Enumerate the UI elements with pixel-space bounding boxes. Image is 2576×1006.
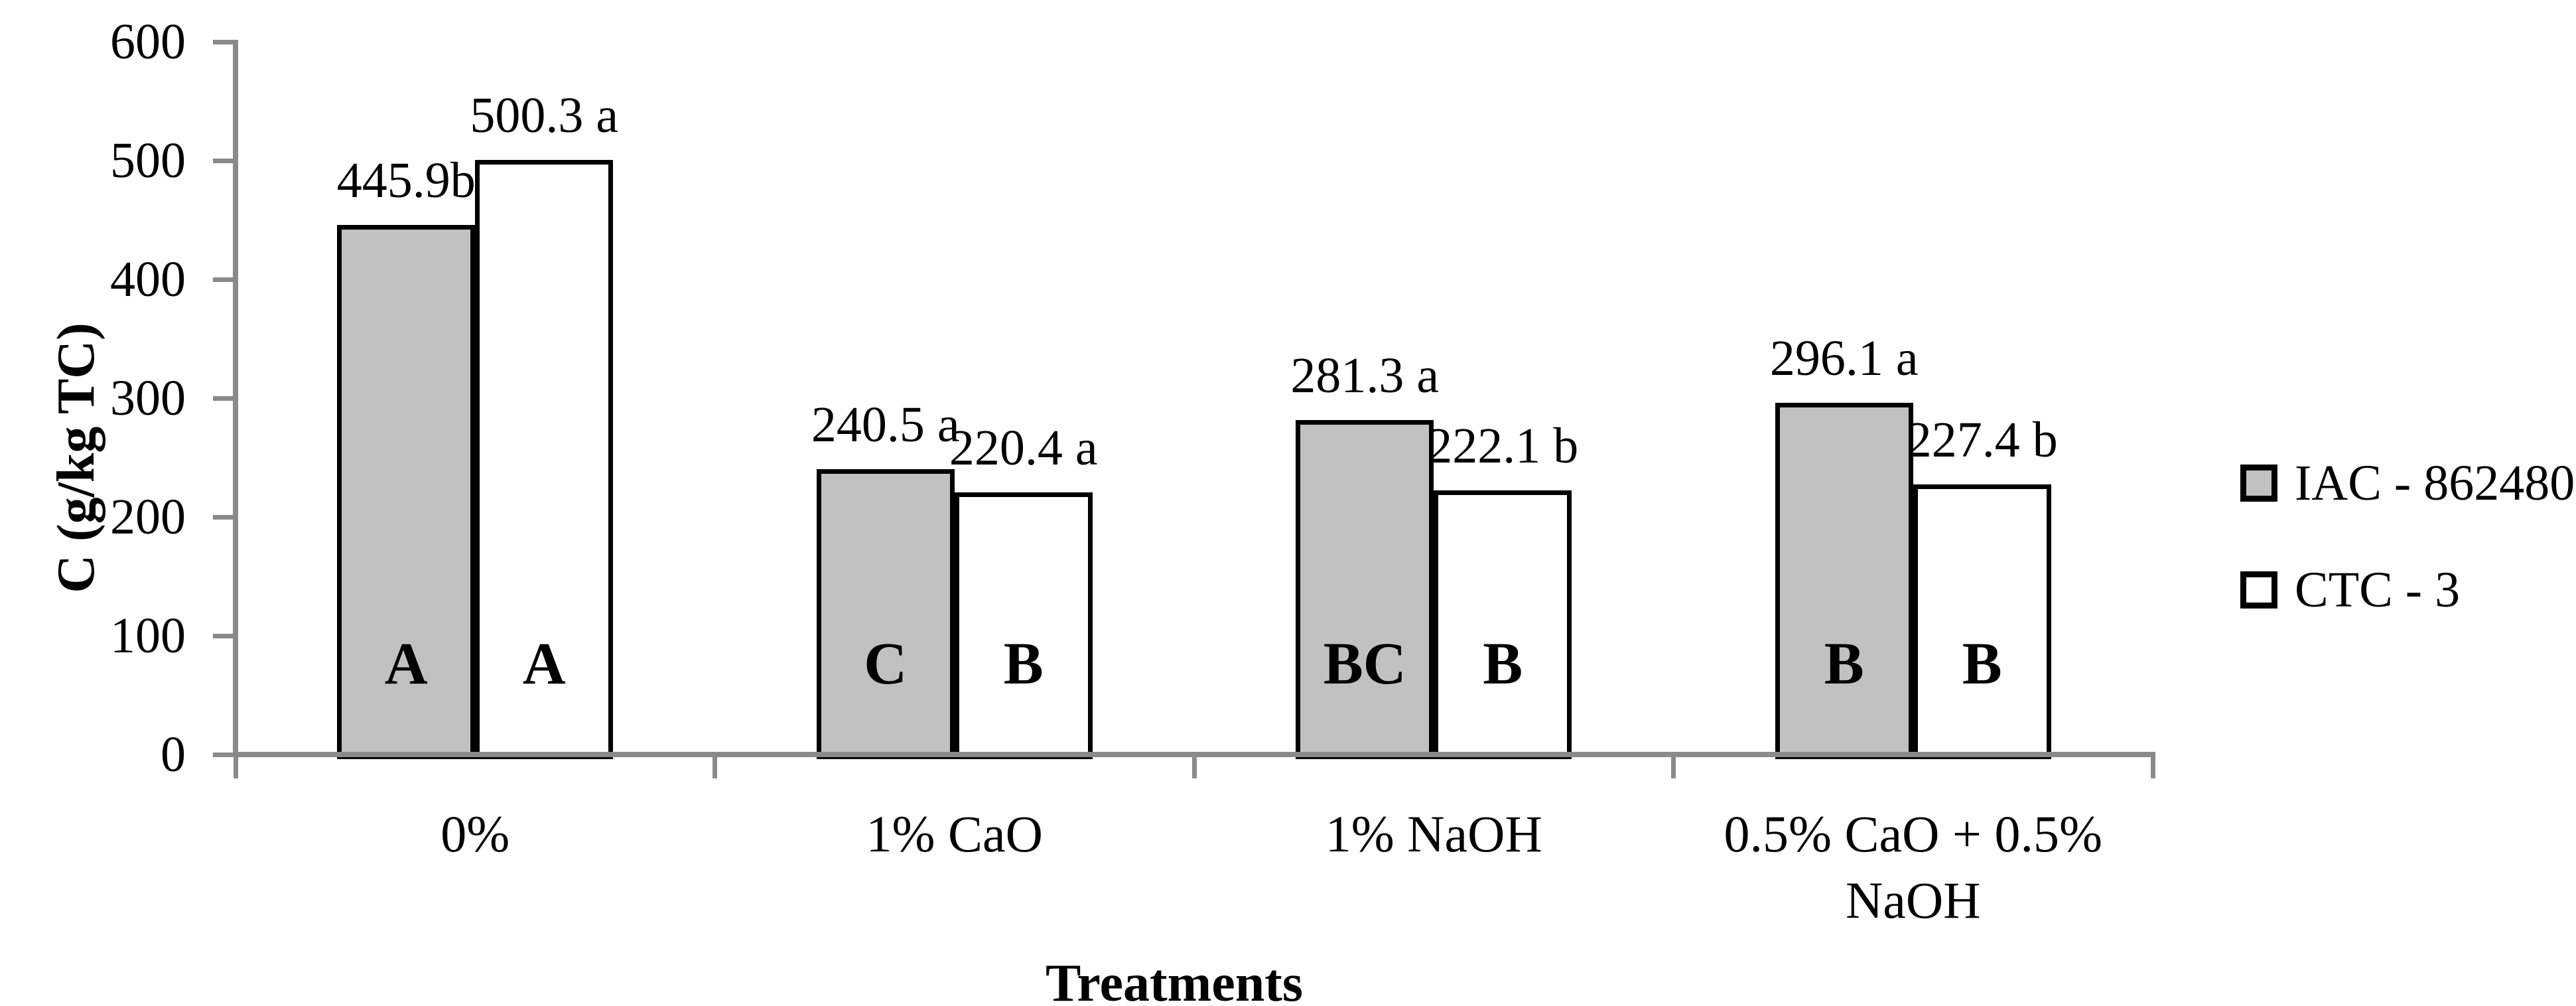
y-tick-label: 200 (110, 489, 186, 545)
x-axis-line (233, 752, 2155, 757)
legend-series-label: IAC - 862480 (2295, 455, 2575, 511)
bar (954, 492, 1093, 759)
bar-data-label: 281.3 a (1290, 348, 1440, 404)
y-tick-label: 300 (110, 370, 186, 426)
y-tick (213, 752, 233, 757)
legend-series-label: CTC - 3 (2295, 562, 2461, 618)
y-tick (213, 277, 233, 282)
bar-letter-label: BC (1323, 631, 1406, 697)
legend-item: IAC - 862480 (2240, 457, 2575, 510)
category-label: 0.5% CaO + 0.5% (1724, 805, 2102, 863)
bar-letter-label: B (1824, 631, 1864, 697)
category-label: 0% (441, 805, 510, 863)
x-tick (233, 757, 238, 778)
bar (1913, 484, 2051, 759)
bar (475, 160, 614, 759)
y-tick-label: 0 (161, 727, 186, 782)
bar-data-label: 222.1 b (1427, 418, 1579, 474)
y-tick-label: 600 (110, 14, 186, 70)
y-axis-title: C (g/kg TC) (47, 323, 105, 593)
y-tick (213, 514, 233, 520)
y-tick (213, 158, 233, 163)
y-tick-label: 100 (110, 608, 186, 664)
category-label: 1% NaOH (1325, 805, 1542, 863)
bar (1775, 402, 1913, 759)
bar-letter-label: A (384, 631, 428, 697)
legend-item: CTC - 3 (2240, 563, 2460, 616)
bar-letter-label: C (864, 631, 908, 697)
bar-data-label: 220.4 a (949, 420, 1098, 476)
y-tick-label: 500 (110, 133, 186, 188)
bar-data-label: 296.1 a (1769, 330, 1919, 386)
bar-data-label: 500.3 a (470, 88, 619, 144)
y-tick (213, 39, 233, 44)
y-axis-line (233, 40, 238, 757)
x-tick (1671, 757, 1676, 778)
y-tick (213, 633, 233, 638)
bar (1296, 420, 1434, 759)
bar (816, 468, 955, 759)
y-tick-label: 400 (110, 252, 186, 307)
bar-data-label: 445.9b (336, 152, 476, 208)
x-axis-title: Treatments (1045, 954, 1304, 1006)
legend-color-swatch (2240, 465, 2277, 502)
bar-letter-label: A (522, 631, 566, 697)
bar-data-label: 227.4 b (1906, 411, 2058, 468)
x-tick (712, 757, 717, 778)
bar (337, 224, 476, 759)
legend-color-swatch (2240, 571, 2277, 609)
y-tick (213, 395, 233, 401)
x-tick (2150, 757, 2155, 778)
x-tick (1191, 757, 1197, 778)
bar (1434, 490, 1572, 759)
category-label: 1% CaO (866, 805, 1043, 863)
category-label: NaOH (1845, 871, 1981, 929)
bar-letter-label: B (1483, 631, 1523, 697)
bar-data-label: 240.5 a (811, 396, 960, 453)
bar-letter-label: B (1003, 631, 1044, 697)
bar-letter-label: B (1962, 631, 2002, 697)
